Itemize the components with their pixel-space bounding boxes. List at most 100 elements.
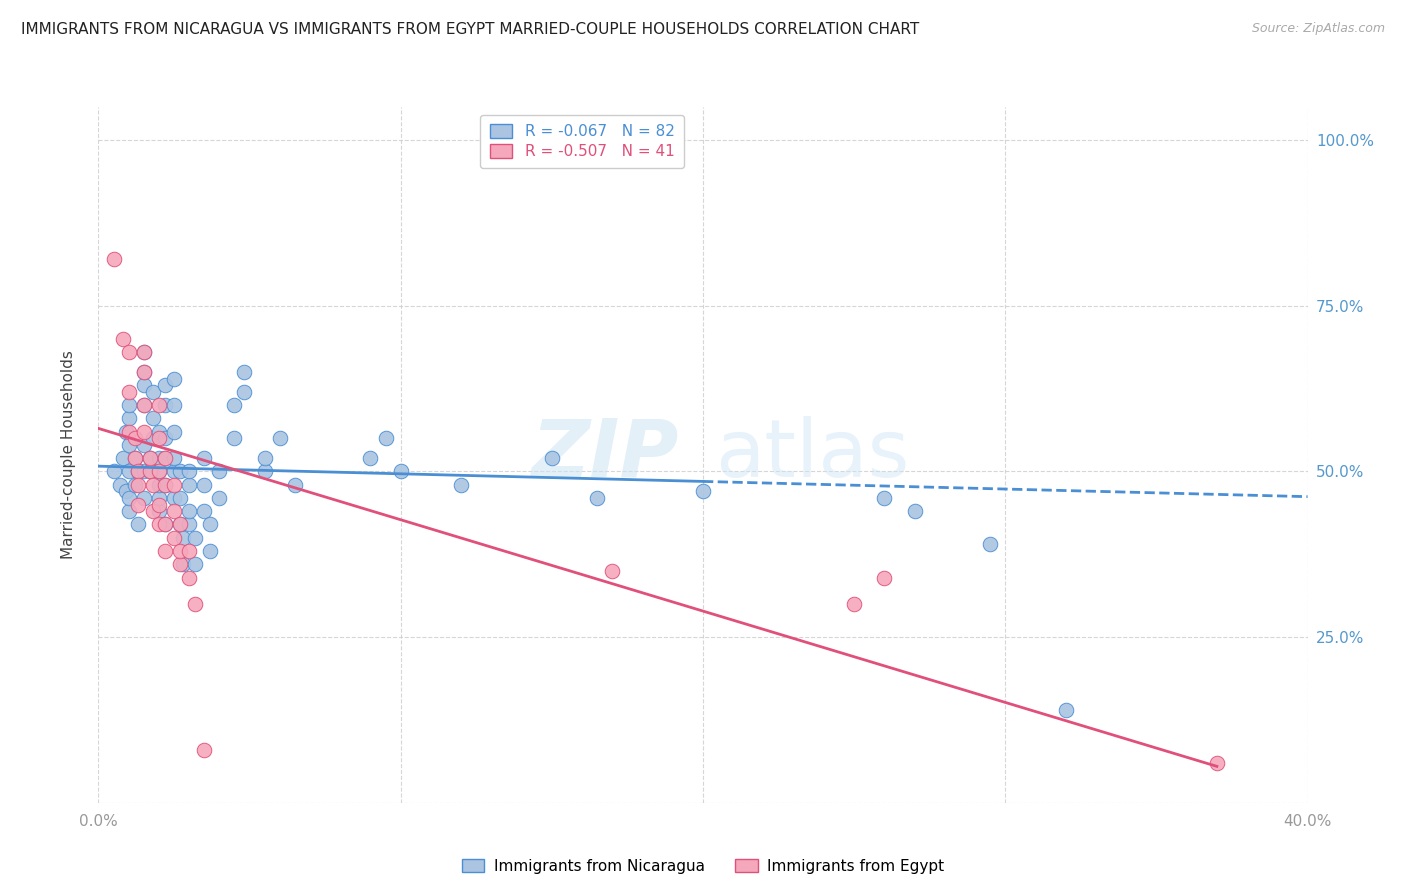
Point: [540, 451, 562, 466]
Point: [586, 491, 609, 505]
Point: [873, 491, 896, 505]
Point: [148, 498, 170, 512]
Point: [103, 465, 125, 479]
Point: [148, 477, 170, 491]
Point: [139, 451, 162, 466]
Point: [153, 378, 176, 392]
Point: [132, 345, 155, 359]
Point: [127, 465, 149, 479]
Point: [153, 544, 176, 558]
Point: [139, 451, 162, 466]
Point: [108, 477, 131, 491]
Point: [163, 372, 186, 386]
Point: [169, 517, 191, 532]
Point: [979, 537, 1001, 551]
Point: [602, 564, 624, 578]
Legend: Immigrants from Nicaragua, Immigrants from Egypt: Immigrants from Nicaragua, Immigrants fr…: [456, 853, 950, 880]
Point: [179, 517, 201, 532]
Point: [124, 431, 146, 445]
Point: [1206, 756, 1229, 770]
Point: [193, 477, 215, 491]
Point: [148, 504, 170, 518]
Point: [284, 477, 307, 491]
Point: [169, 544, 191, 558]
Point: [132, 365, 155, 379]
Point: [873, 570, 896, 584]
Point: [142, 411, 165, 425]
Point: [142, 384, 165, 399]
Point: [118, 438, 141, 452]
Point: [163, 504, 186, 518]
Point: [169, 517, 191, 532]
Point: [127, 498, 149, 512]
Point: [148, 431, 170, 445]
Point: [132, 491, 155, 505]
Point: [904, 504, 927, 518]
Point: [184, 531, 207, 545]
Point: [1054, 703, 1077, 717]
Point: [224, 431, 246, 445]
Point: [153, 477, 176, 491]
Point: [111, 332, 134, 346]
Point: [253, 451, 276, 466]
Point: [224, 398, 246, 412]
Point: [153, 477, 176, 491]
Point: [118, 465, 141, 479]
Point: [118, 425, 141, 439]
Point: [389, 465, 412, 479]
Point: [118, 398, 141, 412]
Point: [142, 431, 165, 445]
Point: [148, 491, 170, 505]
Point: [163, 477, 186, 491]
Point: [127, 517, 149, 532]
Point: [127, 477, 149, 491]
Point: [269, 431, 291, 445]
Text: Source: ZipAtlas.com: Source: ZipAtlas.com: [1251, 22, 1385, 36]
Point: [179, 477, 201, 491]
Point: [844, 597, 866, 611]
Point: [184, 558, 207, 572]
Point: [118, 411, 141, 425]
Point: [142, 477, 165, 491]
Point: [132, 438, 155, 452]
Point: [169, 491, 191, 505]
Point: [153, 431, 176, 445]
Point: [179, 504, 201, 518]
Point: [153, 451, 176, 466]
Point: [169, 558, 191, 572]
Point: [124, 451, 146, 466]
Point: [148, 425, 170, 439]
Point: [118, 345, 141, 359]
Point: [132, 345, 155, 359]
Point: [184, 597, 207, 611]
Point: [172, 531, 194, 545]
Point: [153, 517, 176, 532]
Point: [163, 531, 186, 545]
Point: [200, 517, 222, 532]
Point: [132, 365, 155, 379]
Text: IMMIGRANTS FROM NICARAGUA VS IMMIGRANTS FROM EGYPT MARRIED-COUPLE HOUSEHOLDS COR: IMMIGRANTS FROM NICARAGUA VS IMMIGRANTS …: [21, 22, 920, 37]
Point: [132, 398, 155, 412]
Legend: R = -0.067   N = 82, R = -0.507   N = 41: R = -0.067 N = 82, R = -0.507 N = 41: [481, 115, 683, 169]
Point: [450, 477, 472, 491]
Point: [153, 517, 176, 532]
Point: [163, 491, 186, 505]
Point: [163, 451, 186, 466]
Point: [114, 484, 136, 499]
Point: [124, 451, 146, 466]
Point: [148, 517, 170, 532]
Point: [118, 491, 141, 505]
Y-axis label: Married-couple Households: Married-couple Households: [62, 351, 76, 559]
Point: [111, 451, 134, 466]
Point: [148, 451, 170, 466]
Point: [103, 252, 125, 267]
Point: [163, 465, 186, 479]
Text: atlas: atlas: [716, 416, 910, 494]
Point: [148, 398, 170, 412]
Point: [139, 465, 162, 479]
Point: [193, 451, 215, 466]
Point: [692, 484, 714, 499]
Point: [118, 504, 141, 518]
Point: [163, 425, 186, 439]
Point: [148, 465, 170, 479]
